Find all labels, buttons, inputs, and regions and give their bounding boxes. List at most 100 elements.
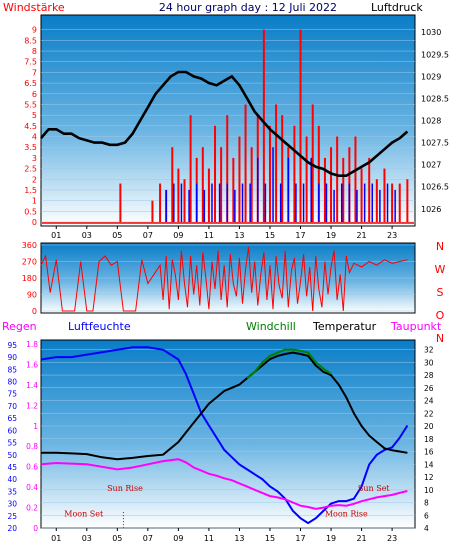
wind-bar [375,179,378,222]
gust-bar [348,183,351,222]
gust-bar [226,183,228,222]
wind-tick-label: 6 [32,90,37,99]
x-tick-label: 05 [112,534,122,543]
gust-bar [302,183,305,222]
compass-label: O [436,309,445,322]
wind-bar [268,125,271,222]
pressure-tick-label: 1029.5 [421,50,449,59]
x-tick-label: 09 [173,534,183,543]
rain-tick-label: 1 [33,422,38,431]
temperature-tick-label: 32 [424,346,434,355]
rain-tick-label: 1.6 [26,360,38,369]
wind-bar [250,147,253,222]
wind-tick-label: 5 [32,111,37,120]
wind-bar [119,183,122,222]
event-annotation: Sun Rise [107,484,143,493]
temperature-tick-label: 30 [424,358,434,367]
x-tick-label: 13 [234,231,244,240]
x-tick-label: 09 [173,231,183,240]
x-tick-label: 01 [51,231,61,240]
wind-bar [406,179,409,222]
humidity-temperature-panel [40,339,416,529]
humidity-tick-label: 55 [7,439,17,448]
x-tick-label: 15 [265,534,275,543]
humidity-tick-label: 45 [7,463,17,472]
temperature-tick-label: 14 [424,460,434,469]
wind-bar [305,136,308,222]
humidity-line [40,346,409,525]
temperature-tick-label: 20 [424,422,434,431]
x-tick-label: 21 [356,231,366,240]
wind-bar [383,168,386,222]
wind-tick-label: 1 [32,197,37,206]
wind-bar [281,115,284,222]
direction-tick-label: 360 [22,241,37,250]
gust-bar [287,157,290,222]
pressure-tick-label: 1027 [421,161,441,170]
wind-tick-label: 0.5 [24,207,37,216]
wind-tick-label: 4.5 [24,122,37,131]
gust-bar [325,183,328,222]
gust-bar [180,183,183,222]
rain-tick-label: 0.2 [26,504,38,513]
dewpoint-line [40,458,408,510]
wind-bar [336,136,339,222]
x-tick-label: 11 [204,534,214,543]
x-tick-label: 19 [326,231,336,240]
wind-tick-label: 4 [32,133,37,142]
humidity-tick-label: 40 [7,475,17,484]
x-tick-label: 13 [234,534,244,543]
pressure-line [40,70,409,177]
wind-tick-label: 0 [32,218,37,227]
wind-bar [201,147,204,222]
event-annotation: Moon Rise [325,510,368,519]
x-tick-label: 21 [356,534,366,543]
windchill-line [246,348,332,379]
rain-tick-label: 1.4 [26,381,38,390]
wind-bar [391,183,394,222]
rain-tick-label: 1.8 [26,340,38,349]
x-tick-label: 23 [387,231,397,240]
x-tick-label: 23 [387,534,397,543]
temperature-tick-label: 10 [424,486,434,495]
wind-bar [183,179,186,222]
compass-label: N [436,240,444,253]
temperature-tick-label: 18 [424,435,434,444]
humidity-tick-label: 25 [7,512,17,521]
humidity-tick-label: 65 [7,414,17,423]
temperature-tick-label: 16 [424,448,434,457]
wind-bar [323,157,326,222]
direction-tick-label: 180 [22,274,37,283]
humidity-tick-label: 35 [7,487,17,496]
rain-axis-title: Regen [2,320,37,333]
wind-bar [317,125,320,222]
wind-tick-label: 2 [32,175,37,184]
compass-label: S [437,286,444,299]
humidity-tick-label: 85 [7,365,17,374]
temperature-tick-label: 12 [424,473,434,482]
event-annotation: Sun Set [358,484,391,493]
x-tick-label: 07 [143,534,153,543]
gust-series [165,147,396,222]
wind-tick-label: 9 [32,26,37,35]
wind-tick-label: 3.5 [24,143,37,152]
wind-bar [299,29,302,223]
humidity-axis-title: Luftfeuchte [68,320,131,333]
gust-bar [295,183,297,222]
wind-bar [360,168,363,222]
temperature-tick-label: 24 [424,397,434,406]
wind-tick-label: 8.5 [24,36,37,45]
pressure-tick-label: 1028 [421,117,441,126]
event-annotation: Moon Set [64,510,104,519]
pressure-tick-label: 1027.5 [421,139,449,148]
temperature-tick-label: 22 [424,409,434,418]
gust-bar [379,189,381,222]
wind-tick-label: 5.5 [24,100,37,109]
gust-bar [257,157,259,222]
wind-bar [330,147,333,222]
chart-title: 24 hour graph day : 12 Juli 2022 [159,1,337,14]
x-tick-label: 01 [51,534,61,543]
humidity-tick-label: 70 [7,402,17,411]
gust-bar [218,183,221,222]
wind-bar [220,147,223,222]
